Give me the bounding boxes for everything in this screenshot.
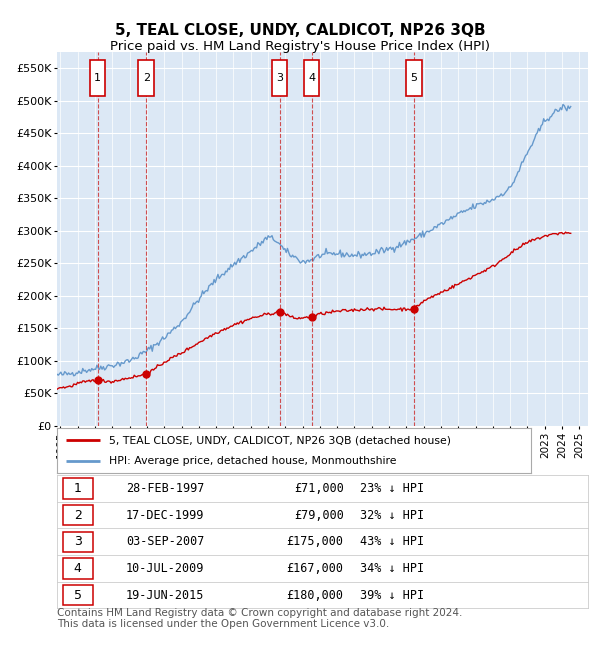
Text: 4: 4 [308,73,315,83]
Text: 2: 2 [143,73,150,83]
Text: £71,000: £71,000 [294,482,344,495]
Text: 39% ↓ HPI: 39% ↓ HPI [359,589,424,602]
FancyBboxPatch shape [64,532,92,552]
Text: 3: 3 [276,73,283,83]
Text: HPI: Average price, detached house, Monmouthshire: HPI: Average price, detached house, Monm… [109,456,397,465]
Text: 34% ↓ HPI: 34% ↓ HPI [359,562,424,575]
Text: Price paid vs. HM Land Registry's House Price Index (HPI): Price paid vs. HM Land Registry's House … [110,40,490,53]
Text: 5, TEAL CLOSE, UNDY, CALDICOT, NP26 3QB: 5, TEAL CLOSE, UNDY, CALDICOT, NP26 3QB [115,23,485,38]
Text: 2: 2 [74,508,82,521]
Text: 5: 5 [410,73,418,83]
Text: 5, TEAL CLOSE, UNDY, CALDICOT, NP26 3QB (detached house): 5, TEAL CLOSE, UNDY, CALDICOT, NP26 3QB … [109,436,451,445]
Text: 4: 4 [74,562,82,575]
Text: 43% ↓ HPI: 43% ↓ HPI [359,536,424,549]
Text: £79,000: £79,000 [294,508,344,521]
Bar [90,60,106,96]
Text: 1: 1 [74,482,82,495]
Bar [272,60,287,96]
Text: 10-JUL-2009: 10-JUL-2009 [126,562,205,575]
Text: 3: 3 [74,536,82,549]
Text: 28-FEB-1997: 28-FEB-1997 [126,482,205,495]
FancyBboxPatch shape [64,505,92,525]
Text: 23% ↓ HPI: 23% ↓ HPI [359,482,424,495]
Text: 19-JUN-2015: 19-JUN-2015 [126,589,205,602]
FancyBboxPatch shape [64,558,92,578]
Bar [139,60,154,96]
Text: Contains HM Land Registry data © Crown copyright and database right 2024.
This d: Contains HM Land Registry data © Crown c… [57,608,463,629]
Text: £180,000: £180,000 [287,589,344,602]
Text: 32% ↓ HPI: 32% ↓ HPI [359,508,424,521]
FancyBboxPatch shape [64,478,92,499]
Text: 17-DEC-1999: 17-DEC-1999 [126,508,205,521]
FancyBboxPatch shape [64,585,92,605]
Text: £175,000: £175,000 [287,536,344,549]
Bar [304,60,319,96]
Text: £167,000: £167,000 [287,562,344,575]
Bar [406,60,422,96]
Text: 03-SEP-2007: 03-SEP-2007 [126,536,205,549]
Text: 1: 1 [94,73,101,83]
Text: 5: 5 [74,589,82,602]
